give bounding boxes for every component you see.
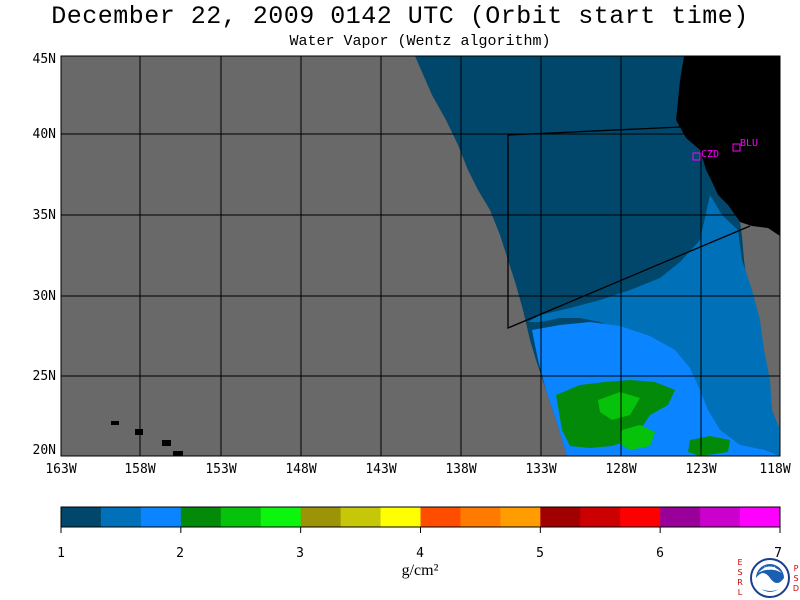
colorbar-tick-5: 5 (536, 546, 544, 561)
colorbar-tick-3: 3 (296, 546, 304, 561)
colorbar-swatch-17 (700, 507, 741, 527)
colorbar-tick-1: 1 (57, 546, 65, 561)
colorbar-swatch-3 (140, 507, 182, 527)
lon-label-143w: 143W (365, 462, 397, 477)
colorbar-swatch-4 (180, 507, 222, 527)
land-north-america (676, 56, 780, 236)
lat-label-30n: 30N (32, 289, 56, 304)
swath-vapor-2.33-2.67 (598, 392, 640, 420)
lat-label-45n: 45N (32, 52, 56, 67)
swath-vapor-2-2.33-b (688, 436, 730, 456)
colorbar-swatch-6 (260, 507, 302, 527)
model-domain-outline-2 (507, 135, 751, 329)
colorbar-swatch-8 (340, 507, 382, 527)
colorbar-swatch-11 (460, 507, 501, 527)
colorbar-swatch-15 (620, 507, 661, 527)
lon-label-123w: 123W (685, 462, 717, 477)
noaa-emblem-icon: NOAA (750, 558, 790, 598)
graticule (61, 56, 780, 456)
colorbar-tick-7: 7 (774, 546, 782, 561)
model-domain-outline (507, 126, 681, 136)
lat-label-35n: 35N (32, 208, 56, 223)
colorbar-swatch-12 (500, 507, 541, 527)
colorbar-swatch-5 (220, 507, 262, 527)
lon-label-133w: 133W (525, 462, 557, 477)
swath-vapor-2.33-2.67-b (620, 425, 655, 450)
lon-label-118w: 118W (759, 462, 791, 477)
swath-vapor-1.33-1.67 (528, 195, 780, 456)
colorbar-swatch-10 (420, 507, 461, 527)
land-hawaii-kauai (111, 421, 119, 425)
colorbar-swatch-9 (380, 507, 421, 527)
colorbar-units: g/cm² (401, 562, 439, 579)
colorbar-swatch-14 (580, 507, 621, 527)
lat-label-20n: 20N (32, 443, 56, 458)
colorbar-swatch-18 (740, 507, 781, 527)
svg-text:NOAA: NOAA (764, 566, 776, 571)
colorbar-tick-6: 6 (656, 546, 664, 561)
lon-label-138w: 138W (445, 462, 477, 477)
land-hawaii-oahu (135, 429, 143, 435)
colorbar-swatch-1 (61, 507, 102, 527)
colorbar-tick-4: 4 (416, 546, 424, 561)
map-frame (60, 55, 781, 457)
lon-label-153w: 153W (205, 462, 237, 477)
colorbar-tick-2: 2 (176, 546, 184, 561)
station-blu-marker (732, 143, 741, 152)
land-hawaii-big (173, 451, 183, 456)
map-title: December 22, 2009 0142 UTC (Orbit start … (51, 2, 749, 31)
station-czd-marker (692, 152, 701, 161)
lat-label-40n: 40N (32, 127, 56, 142)
map-subtitle: Water Vapor (Wentz algorithm) (289, 33, 551, 50)
colorbar-swatch-2 (100, 507, 142, 527)
lon-label-128w: 128W (605, 462, 637, 477)
colorbar-swatch-13 (540, 507, 581, 527)
station-blu-label: BLU (740, 138, 758, 149)
colorbar (60, 506, 781, 533)
lon-label-148w: 148W (285, 462, 317, 477)
lon-label-158w: 158W (124, 462, 156, 477)
lon-label-163w: 163W (45, 462, 77, 477)
station-czd-label: CZD (701, 149, 719, 160)
map-panel: CZD BLU (60, 55, 781, 457)
colorbar-swatch-7 (300, 507, 342, 527)
land-hawaii-maui (162, 440, 171, 446)
lat-label-25n: 25N (32, 369, 56, 384)
colorbar-swatch-16 (660, 507, 701, 527)
